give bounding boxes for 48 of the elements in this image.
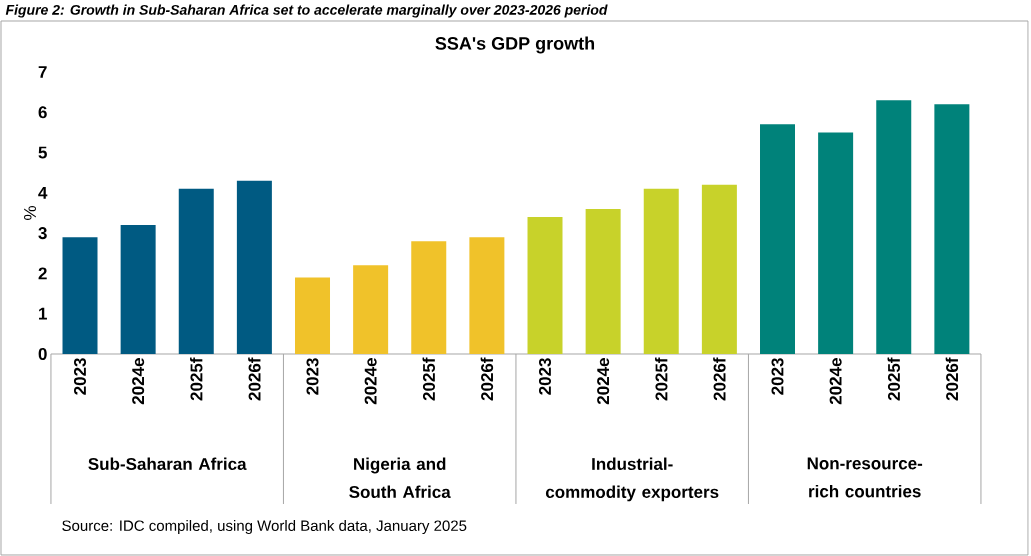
chart-subtitle: SSA's GDP growth xyxy=(435,36,595,54)
y-tick-label: 1 xyxy=(39,307,47,320)
x-tick-label: 2023 xyxy=(306,358,319,395)
x-tick-label: 2025f xyxy=(422,357,435,401)
y-tick-label: 3 xyxy=(38,227,47,240)
text: Non-resource-rich countries xyxy=(807,457,923,498)
text: Industrial-commodity exporters xyxy=(545,457,719,502)
x-tick-label: 2024e xyxy=(132,358,145,405)
x-tick-label: 2025f xyxy=(655,357,668,401)
x-tick-label: 2026f xyxy=(480,357,494,401)
text: Sub-Saharan Africa xyxy=(88,457,247,471)
bar xyxy=(469,237,505,354)
x-tick-label: 2023 xyxy=(73,358,87,395)
bar xyxy=(585,208,621,354)
bar xyxy=(643,188,679,354)
bar xyxy=(353,265,389,354)
bar xyxy=(760,124,795,354)
bar xyxy=(818,132,854,354)
x-tick-label: 2023 xyxy=(538,358,552,395)
bar xyxy=(236,180,272,354)
bar xyxy=(701,184,737,354)
bar xyxy=(178,188,214,354)
y-tick-label: 6 xyxy=(38,106,47,119)
y-tick-label: 0 xyxy=(38,347,47,361)
x-tick-label: 2025f xyxy=(190,357,203,401)
bar xyxy=(876,100,912,354)
y-tick-label: 2 xyxy=(38,267,47,280)
x-tick-label: 2026f xyxy=(945,357,959,401)
bar xyxy=(120,225,156,354)
y-tick-label: 4 xyxy=(38,187,48,199)
x-tick-label: 2025f xyxy=(887,357,900,401)
bar xyxy=(411,241,447,354)
bar xyxy=(62,237,98,354)
x-tick-label: 2023 xyxy=(771,358,784,395)
y-tick-label: 7 xyxy=(38,66,47,78)
y-tick-label: 5 xyxy=(38,146,47,159)
bar xyxy=(527,217,563,354)
bar xyxy=(934,104,970,354)
y-axis-title: % xyxy=(24,206,36,220)
x-tick-label: 2026f xyxy=(713,357,726,401)
source-note: Source: IDC compiled, using World Bank data, January 2025 xyxy=(62,519,467,534)
x-tick-label: 2024e xyxy=(364,358,377,405)
text: Nigeria and South Africa xyxy=(349,457,451,499)
x-tick-label: 2024e xyxy=(829,358,842,405)
bar xyxy=(295,277,331,354)
x-tick-label: 2026f xyxy=(248,357,261,401)
x-tick-label: 2024e xyxy=(597,358,610,405)
chart-title: Figure 2: Growth in Sub-Saharan Africa set to accelerate marginally over 2023-2026 period xyxy=(5,4,608,18)
